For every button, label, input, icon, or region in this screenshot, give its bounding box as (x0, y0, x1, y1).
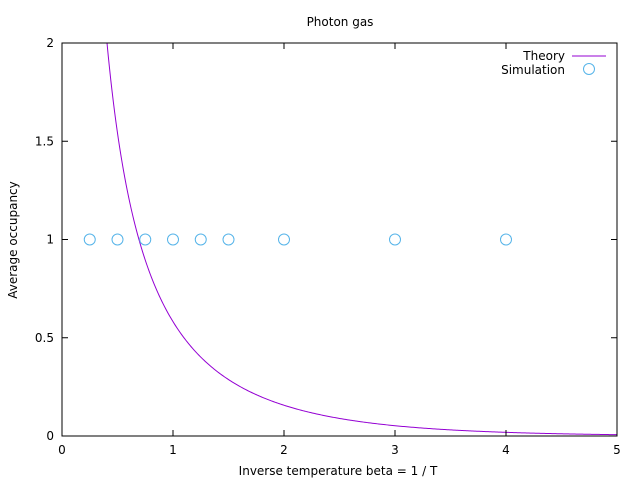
theory-series (106, 42, 618, 436)
x-tick-label: 0 (58, 443, 66, 457)
simulation-point (167, 233, 179, 246)
simulation-point (139, 233, 152, 246)
simulation-point (500, 233, 512, 246)
x-axis-ticks: 0 1 2 3 4 5 (58, 43, 621, 457)
x-axis-label: Inverse temperature beta = 1 / T (239, 464, 438, 478)
legend-label-simulation: Simulation (501, 63, 565, 77)
y-tick-label: 1.5 (35, 134, 54, 148)
simulation-point (83, 233, 96, 246)
x-tick-label: 1 (169, 443, 177, 457)
legend-label-theory: Theory (522, 49, 565, 63)
x-tick-label: 3 (391, 443, 399, 457)
plot-frame (61, 42, 618, 437)
y-axis-ticks: 0 0.5 1 1.5 2 (35, 36, 617, 443)
y-tick-label: 0.5 (35, 331, 54, 345)
simulation-series (83, 233, 512, 246)
simulation-point (278, 233, 290, 246)
chart-title: Photon gas (307, 15, 374, 29)
y-axis-label: Average occupancy (6, 181, 20, 299)
x-tick-label: 2 (280, 443, 288, 457)
y-tick-label: 2 (46, 36, 54, 50)
legend-swatch-simulation (583, 63, 595, 75)
x-tick-label: 4 (502, 443, 510, 457)
simulation-point (194, 233, 207, 246)
simulation-point (111, 233, 124, 246)
simulation-point (389, 233, 401, 246)
y-tick-label: 0 (46, 429, 54, 443)
theory-curve (106, 42, 618, 436)
x-tick-label: 5 (613, 443, 621, 457)
y-tick-label: 1 (46, 233, 54, 247)
legend: Theory Simulation (501, 49, 606, 77)
simulation-point (222, 233, 235, 246)
